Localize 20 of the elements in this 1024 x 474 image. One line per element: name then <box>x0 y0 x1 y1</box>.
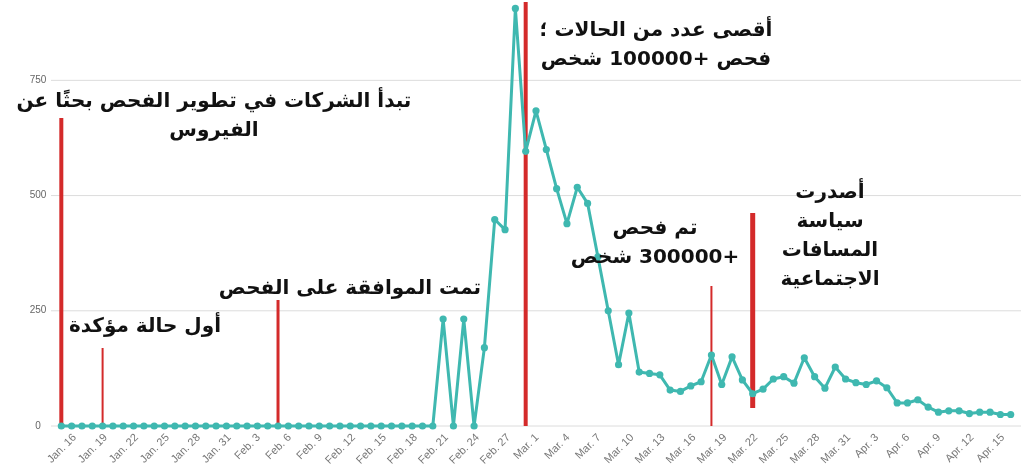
x-tick-label: Feb. 6 <box>262 430 294 462</box>
y-tick-label: 500 <box>29 189 47 201</box>
x-tick-label: Mar. 4 <box>541 430 572 462</box>
x-tick-label: Apr. 6 <box>882 430 912 460</box>
x-tick-label: Apr. 12 <box>942 430 976 465</box>
x-tick-label: Apr. 9 <box>913 430 943 460</box>
x-tick-label: Mar. 7 <box>572 430 603 462</box>
y-tick-label: 250 <box>29 304 47 316</box>
y-tick-label: 750 <box>29 73 47 85</box>
ref-line-label: تمت الموافقة على الفحص <box>217 274 483 301</box>
ref-line-label: أقصى عدد من الحالات ؛ فحص +100000 شخص <box>538 15 774 72</box>
ref-line-label: أول حالة مؤكدة <box>67 311 222 339</box>
x-tick-label: Feb. 3 <box>231 430 263 462</box>
x-tick-label: Apr. 3 <box>851 430 881 460</box>
x-tick-label: Apr. 15 <box>973 430 1007 465</box>
ref-line-label: أصدرت سياسة المسافات الاجتماعية <box>780 177 880 292</box>
y-tick-label: 0 <box>35 419 42 431</box>
x-tick-label: Mar. 1 <box>510 430 541 462</box>
ref-line-label: تبدأ الشركات في تطوير الفحص بحثًا عن الفيروس <box>15 86 413 143</box>
x-tick-label: Feb. 9 <box>293 430 325 462</box>
